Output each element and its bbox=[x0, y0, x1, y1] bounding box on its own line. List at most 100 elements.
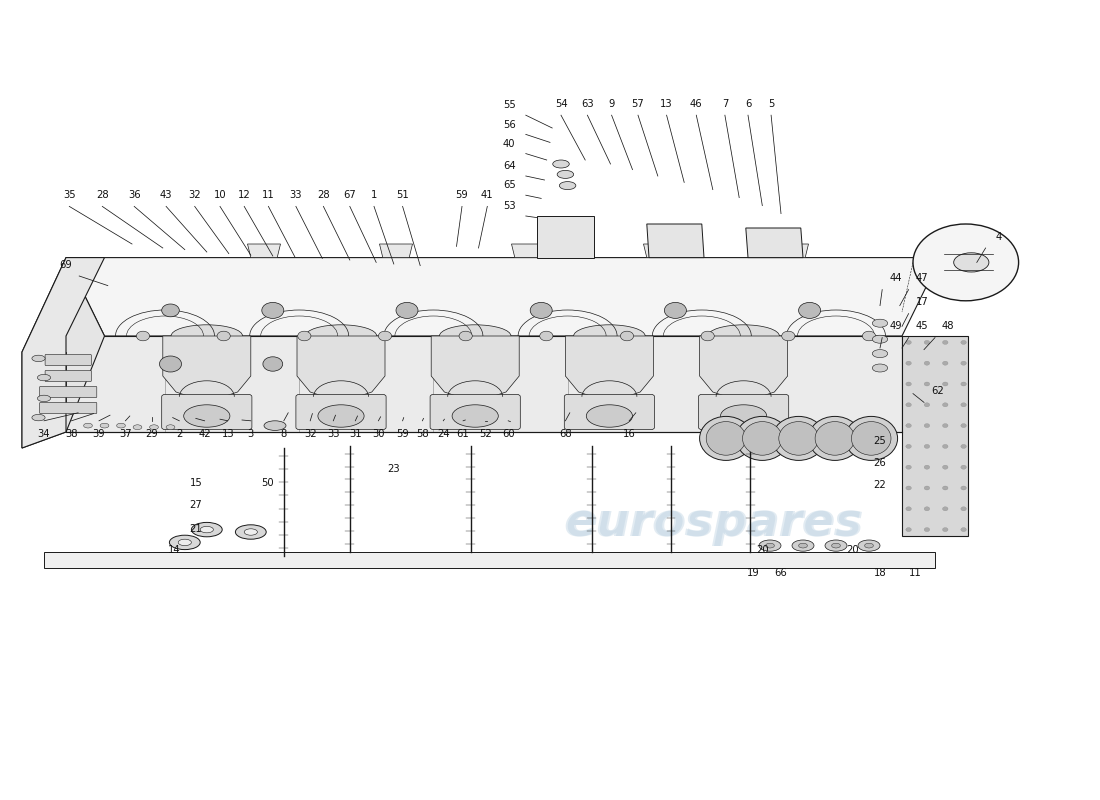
Polygon shape bbox=[431, 336, 519, 397]
Text: 31: 31 bbox=[349, 429, 362, 438]
Polygon shape bbox=[22, 352, 66, 408]
Circle shape bbox=[905, 403, 911, 406]
Circle shape bbox=[905, 486, 911, 490]
Ellipse shape bbox=[720, 405, 767, 427]
Text: 8: 8 bbox=[280, 429, 287, 438]
Circle shape bbox=[961, 362, 967, 365]
Polygon shape bbox=[22, 258, 104, 448]
Circle shape bbox=[664, 302, 686, 318]
Circle shape bbox=[961, 444, 967, 448]
Text: 42: 42 bbox=[198, 429, 211, 438]
Polygon shape bbox=[700, 336, 788, 397]
FancyBboxPatch shape bbox=[45, 354, 91, 366]
Text: 1: 1 bbox=[371, 190, 377, 200]
Polygon shape bbox=[537, 216, 594, 258]
Text: 13: 13 bbox=[221, 429, 234, 438]
Text: 64: 64 bbox=[503, 161, 516, 171]
Circle shape bbox=[924, 486, 930, 490]
Circle shape bbox=[378, 331, 392, 341]
Ellipse shape bbox=[574, 325, 646, 347]
Circle shape bbox=[943, 486, 948, 490]
Ellipse shape bbox=[306, 325, 376, 347]
Polygon shape bbox=[647, 224, 704, 258]
Ellipse shape bbox=[84, 423, 92, 428]
Ellipse shape bbox=[150, 425, 158, 430]
Ellipse shape bbox=[442, 358, 508, 378]
Text: 7: 7 bbox=[722, 98, 728, 109]
Ellipse shape bbox=[759, 540, 781, 551]
Ellipse shape bbox=[576, 358, 642, 378]
Text: 5: 5 bbox=[768, 98, 774, 109]
Ellipse shape bbox=[799, 543, 807, 548]
Circle shape bbox=[961, 465, 967, 469]
Text: 51: 51 bbox=[396, 190, 409, 200]
Circle shape bbox=[217, 331, 230, 341]
Polygon shape bbox=[297, 336, 385, 397]
Text: eurospares: eurospares bbox=[563, 501, 862, 546]
Text: 26: 26 bbox=[873, 458, 887, 468]
Text: 56: 56 bbox=[503, 119, 516, 130]
Ellipse shape bbox=[37, 374, 51, 381]
Polygon shape bbox=[902, 336, 968, 536]
Text: 48: 48 bbox=[942, 322, 955, 331]
Text: 38: 38 bbox=[65, 429, 78, 438]
Text: 41: 41 bbox=[481, 190, 494, 200]
Text: 10: 10 bbox=[213, 190, 227, 200]
Text: 2: 2 bbox=[176, 429, 183, 438]
Text: 11: 11 bbox=[909, 568, 922, 578]
Text: 35: 35 bbox=[63, 190, 76, 200]
Polygon shape bbox=[379, 244, 412, 258]
Ellipse shape bbox=[117, 423, 125, 428]
Circle shape bbox=[799, 302, 821, 318]
FancyBboxPatch shape bbox=[698, 394, 789, 430]
Circle shape bbox=[459, 331, 472, 341]
Text: 13: 13 bbox=[660, 98, 673, 109]
Ellipse shape bbox=[736, 416, 789, 460]
Ellipse shape bbox=[851, 422, 891, 455]
Polygon shape bbox=[644, 244, 676, 258]
Ellipse shape bbox=[560, 182, 576, 190]
Text: 66: 66 bbox=[774, 568, 788, 578]
Text: 52: 52 bbox=[478, 429, 492, 438]
FancyBboxPatch shape bbox=[40, 386, 97, 398]
Circle shape bbox=[396, 302, 418, 318]
Ellipse shape bbox=[32, 414, 45, 421]
Text: 21: 21 bbox=[189, 525, 202, 534]
Text: 45: 45 bbox=[915, 322, 928, 331]
Ellipse shape bbox=[100, 423, 109, 428]
Text: 25: 25 bbox=[873, 435, 887, 446]
Text: 65: 65 bbox=[503, 180, 516, 190]
Text: 33: 33 bbox=[327, 429, 340, 438]
Text: eurospares: eurospares bbox=[92, 299, 392, 344]
Text: eurospares: eurospares bbox=[92, 301, 392, 346]
Ellipse shape bbox=[772, 416, 825, 460]
Ellipse shape bbox=[200, 526, 213, 533]
Circle shape bbox=[943, 465, 948, 469]
Text: 20: 20 bbox=[756, 546, 769, 555]
FancyBboxPatch shape bbox=[296, 394, 386, 430]
Text: 62: 62 bbox=[931, 386, 944, 396]
Ellipse shape bbox=[825, 540, 847, 551]
Text: 60: 60 bbox=[502, 429, 515, 438]
FancyBboxPatch shape bbox=[430, 394, 520, 430]
Text: 59: 59 bbox=[396, 429, 409, 438]
Text: 43: 43 bbox=[160, 190, 173, 200]
Text: 54: 54 bbox=[554, 98, 568, 109]
Circle shape bbox=[943, 403, 948, 406]
Circle shape bbox=[298, 331, 311, 341]
Polygon shape bbox=[512, 244, 544, 258]
Ellipse shape bbox=[954, 253, 989, 272]
Circle shape bbox=[905, 382, 911, 386]
Circle shape bbox=[620, 331, 634, 341]
Ellipse shape bbox=[178, 539, 191, 546]
Ellipse shape bbox=[845, 416, 898, 460]
Ellipse shape bbox=[439, 325, 510, 347]
Ellipse shape bbox=[808, 416, 861, 460]
Circle shape bbox=[905, 465, 911, 469]
Text: 55: 55 bbox=[503, 100, 516, 110]
Text: 69: 69 bbox=[59, 259, 73, 270]
Text: 16: 16 bbox=[623, 429, 636, 438]
Polygon shape bbox=[22, 258, 104, 448]
Ellipse shape bbox=[792, 540, 814, 551]
Ellipse shape bbox=[452, 405, 498, 427]
